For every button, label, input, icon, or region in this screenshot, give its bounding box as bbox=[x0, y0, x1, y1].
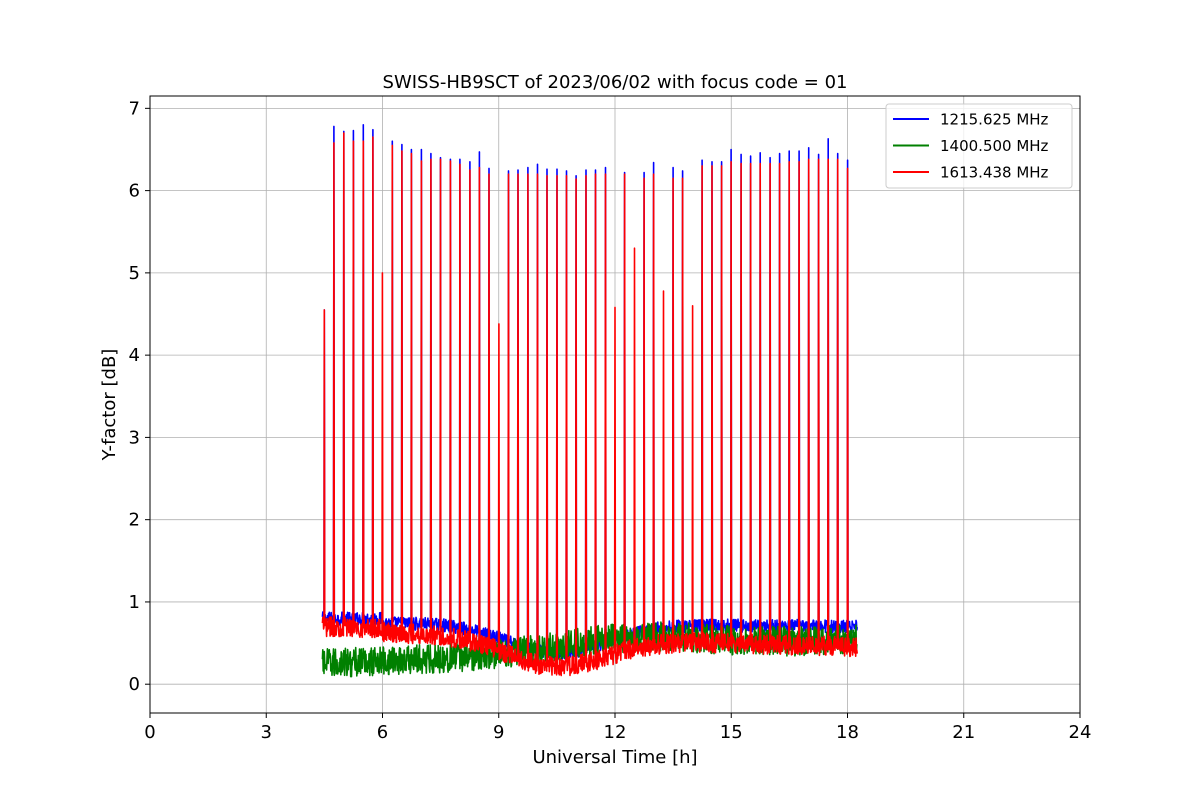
x-tick-label: 0 bbox=[144, 722, 155, 743]
x-tick-label: 3 bbox=[261, 722, 272, 743]
series-layer bbox=[321, 124, 858, 678]
x-tick-label: 21 bbox=[952, 722, 975, 743]
legend: 1215.625 MHz 1400.500 MHz 1613.438 MHz bbox=[885, 103, 1073, 189]
y-axis-label: Y-factor [dB] bbox=[99, 349, 120, 462]
x-tick-label: 6 bbox=[377, 722, 388, 743]
x-tick-label: 18 bbox=[836, 722, 859, 743]
legend-label: 1215.625 MHz bbox=[940, 111, 1049, 129]
y-tick-label: 4 bbox=[129, 345, 140, 366]
legend-label: 1613.438 MHz bbox=[940, 164, 1049, 182]
x-tick-label: 24 bbox=[1069, 722, 1092, 743]
y-tick-label: 6 bbox=[129, 181, 140, 202]
legend-box bbox=[885, 103, 1073, 189]
x-tick-label: 15 bbox=[720, 722, 743, 743]
y-tick-label: 0 bbox=[129, 674, 140, 695]
y-tick-label: 3 bbox=[129, 427, 140, 448]
y-tick-label: 5 bbox=[129, 263, 140, 284]
y-tick-label: 7 bbox=[129, 98, 140, 119]
chart-title: SWISS-HB9SCT of 2023/06/02 with focus co… bbox=[383, 72, 848, 93]
legend-label: 1400.500 MHz bbox=[940, 137, 1049, 155]
x-tick-label: 9 bbox=[493, 722, 504, 743]
x-tick-label: 12 bbox=[604, 722, 627, 743]
y-tick-label: 1 bbox=[129, 592, 140, 613]
y-tick-label: 2 bbox=[129, 510, 140, 531]
x-axis-label: Universal Time [h] bbox=[532, 747, 697, 768]
series-line-3 bbox=[321, 132, 858, 677]
